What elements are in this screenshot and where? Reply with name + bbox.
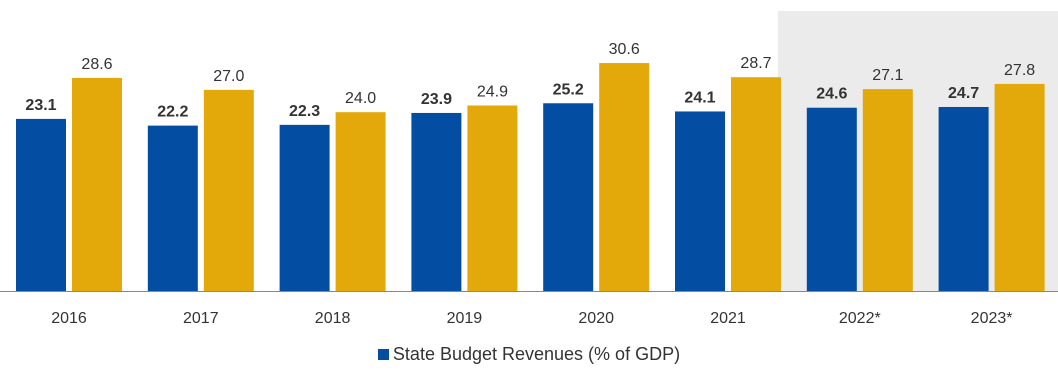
bar-revenue-2018 [279, 124, 330, 292]
bar-series2-2018 [335, 112, 386, 291]
data-label: 30.6 [609, 41, 640, 58]
x-tick-label: 2017 [183, 310, 219, 327]
x-tick-label: 2023* [971, 310, 1013, 327]
data-label: 24.0 [345, 90, 376, 107]
data-label: 24.9 [477, 83, 508, 100]
x-tick-label: 2022* [839, 310, 881, 327]
data-label: 28.6 [81, 56, 112, 73]
bar-series2-2017 [203, 89, 254, 291]
x-tick-label: 2016 [51, 310, 87, 327]
bar-revenue-2016 [16, 118, 66, 291]
x-tick-label: 2019 [447, 310, 483, 327]
bar-series2-2023* [994, 83, 1045, 291]
data-label: 23.1 [25, 97, 56, 114]
bar-series2-2020 [599, 63, 650, 291]
bar-revenue-2019 [411, 112, 462, 291]
x-tick-label: 2018 [315, 310, 351, 327]
bar-series2-2022* [862, 89, 913, 291]
data-label: 27.8 [1004, 62, 1035, 79]
data-label: 24.1 [684, 89, 715, 106]
x-tick-label: 2021 [710, 310, 746, 327]
bar-revenue-2021 [675, 111, 725, 291]
bar-chart: 23.1 28.6 2016 22.2 27.0 2017 22.3 24.0 2018 23.9… [0, 11, 1058, 327]
data-label: 24.6 [816, 86, 847, 103]
x-tick-label: 2020 [578, 310, 614, 327]
data-label: 27.1 [872, 67, 903, 84]
bar-series2-2019 [467, 105, 518, 292]
legend: State Budget Revenues (% of GDP) [0, 344, 1058, 365]
legend-label: State Budget Revenues (% of GDP) [392, 344, 681, 364]
data-label: 25.2 [553, 81, 584, 98]
bar-revenue-2022* [806, 107, 857, 291]
bar-revenue-2017 [147, 125, 198, 291]
bar-revenue-2023* [938, 106, 989, 291]
data-label: 22.2 [157, 104, 188, 121]
data-label: 23.9 [421, 91, 452, 108]
data-label: 22.3 [289, 103, 320, 120]
bar-series2-2021 [731, 77, 781, 291]
data-label: 28.7 [740, 55, 771, 72]
bar-series2-2016 [72, 77, 122, 292]
data-label: 27.0 [213, 68, 244, 85]
data-label: 24.7 [948, 85, 979, 102]
legend-swatch [377, 349, 389, 360]
bar-revenue-2020 [543, 103, 594, 291]
